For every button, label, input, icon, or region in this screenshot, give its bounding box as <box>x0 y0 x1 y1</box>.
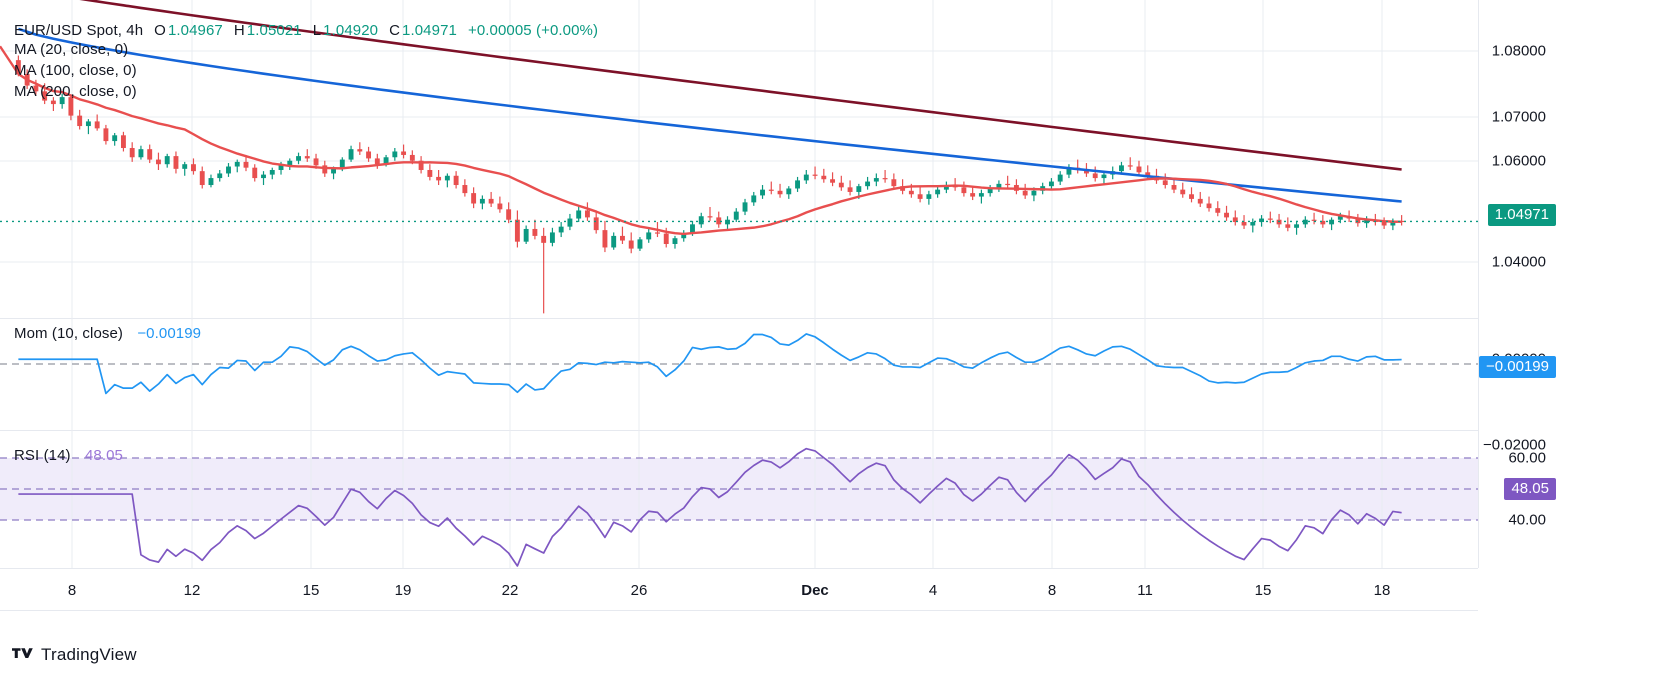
momentum-value-tag: −0.00199 <box>1479 356 1556 378</box>
momentum-svg <box>0 318 1478 430</box>
rsi-line <box>18 447 1402 567</box>
price-pane[interactable]: 1.08000 1.07000 1.06000 1.04000 1.04971 … <box>0 0 1674 318</box>
time-axis-label: 18 <box>1373 582 1391 599</box>
time-axis-label: 19 <box>394 582 412 599</box>
ma200-line <box>79 0 1402 171</box>
axis-separator <box>1478 0 1479 568</box>
momentum-axis[interactable]: 0.00000 −0.02000 −0.00199 <box>1478 318 1674 454</box>
momentum-plot[interactable] <box>0 318 1478 430</box>
ohlc-low-label: L <box>312 22 322 39</box>
momentum-pane[interactable]: 0.00000 −0.02000 −0.00199 Mom (10, close… <box>0 318 1674 454</box>
rsi-label: RSI (14) <box>14 447 71 464</box>
rsi-gridlines <box>71 430 1383 568</box>
ohlc-close-label: C <box>389 22 401 39</box>
momentum-value: −0.00199 <box>137 325 202 342</box>
ohlc-high-label: H <box>233 22 245 39</box>
symbol-title: EUR/USD Spot, 4h <box>14 22 144 39</box>
tradingview-logo-text: TradingView <box>41 645 137 664</box>
price-tick: 1.08000 <box>1491 42 1546 60</box>
rsi-svg <box>0 430 1478 568</box>
time-axis-label: 8 <box>1047 582 1057 599</box>
ma200-label: MA (200, close, 0) <box>14 83 137 100</box>
time-axis-label: Dec <box>801 582 829 599</box>
time-axis-label: 26 <box>630 582 648 599</box>
tradingview-branding: TradingView <box>12 645 137 665</box>
price-tick: 1.06000 <box>1491 152 1546 170</box>
ohlc-open-label: O <box>154 22 166 39</box>
pane-divider <box>0 430 1478 431</box>
price-gridlines <box>0 0 1478 318</box>
momentum-tick: −0.02000 <box>1483 436 1546 454</box>
time-axis-bottom-border <box>0 610 1478 611</box>
price-tick: 1.07000 <box>1491 108 1546 126</box>
momentum-legend[interactable]: Mom (10, close) −0.00199 <box>14 325 203 342</box>
rsi-axis[interactable]: 60.00 40.00 48.05 <box>1478 430 1674 568</box>
ma100-legend[interactable]: MA (100, close, 0) <box>14 62 139 79</box>
price-axis[interactable]: 1.08000 1.07000 1.06000 1.04000 1.04971 <box>1478 0 1674 318</box>
momentum-line <box>18 333 1402 395</box>
rsi-tick: 40.00 <box>1508 511 1546 529</box>
time-axis-label: 11 <box>1137 582 1153 599</box>
rsi-plot[interactable] <box>0 430 1478 568</box>
rsi-legend[interactable]: RSI (14) 48.05 <box>14 447 125 464</box>
ohlc-open-value: 1.04967 <box>167 22 223 39</box>
price-plot[interactable] <box>0 0 1478 318</box>
symbol-legend[interactable]: EUR/USD Spot, 4h O 1.04967 H 1.05021 L 1.04920… <box>14 22 600 39</box>
momentum-gridlines <box>71 318 1383 430</box>
time-axis-label: 22 <box>501 582 519 599</box>
ma20-line <box>0 45 1402 236</box>
pane-divider <box>0 318 1478 319</box>
ma100-label: MA (100, close, 0) <box>14 62 137 79</box>
time-axis-label: 4 <box>928 582 938 599</box>
rsi-value: 48.05 <box>84 447 123 464</box>
price-svg <box>0 0 1478 318</box>
current-price-tag: 1.04971 <box>1487 204 1556 226</box>
rsi-value-tag: 48.05 <box>1504 478 1556 500</box>
rsi-pane[interactable]: 60.00 40.00 48.05 RSI (14) 48.05 <box>0 430 1674 568</box>
time-axis[interactable]: 8 12 15 19 22 26 Dec 4 8 11 15 18 <box>0 568 1478 611</box>
momentum-label: Mom (10, close) <box>14 325 124 342</box>
ma20-label: MA (20, close, 0) <box>14 41 129 58</box>
rsi-tick: 60.00 <box>1508 449 1546 467</box>
price-change: +0.00005 (+0.00%) <box>467 22 599 39</box>
ohlc-close-value: 1.04971 <box>402 22 457 39</box>
price-tick: 1.04000 <box>1491 253 1546 271</box>
tradingview-logo-icon <box>12 648 33 659</box>
time-axis-label: 8 <box>67 582 77 599</box>
time-axis-label: 15 <box>1254 582 1272 599</box>
time-axis-label: 12 <box>183 582 201 599</box>
ma200-legend[interactable]: MA (200, close, 0) <box>14 83 139 100</box>
ma100-line <box>17 27 1402 203</box>
ohlc-high-value: 1.05021 <box>246 22 302 39</box>
ohlc-low-value: 1.04920 <box>323 22 379 39</box>
candlestick-series <box>15 55 1405 314</box>
ma20-legend[interactable]: MA (20, close, 0) <box>14 41 130 58</box>
time-axis-label: 15 <box>302 582 320 599</box>
